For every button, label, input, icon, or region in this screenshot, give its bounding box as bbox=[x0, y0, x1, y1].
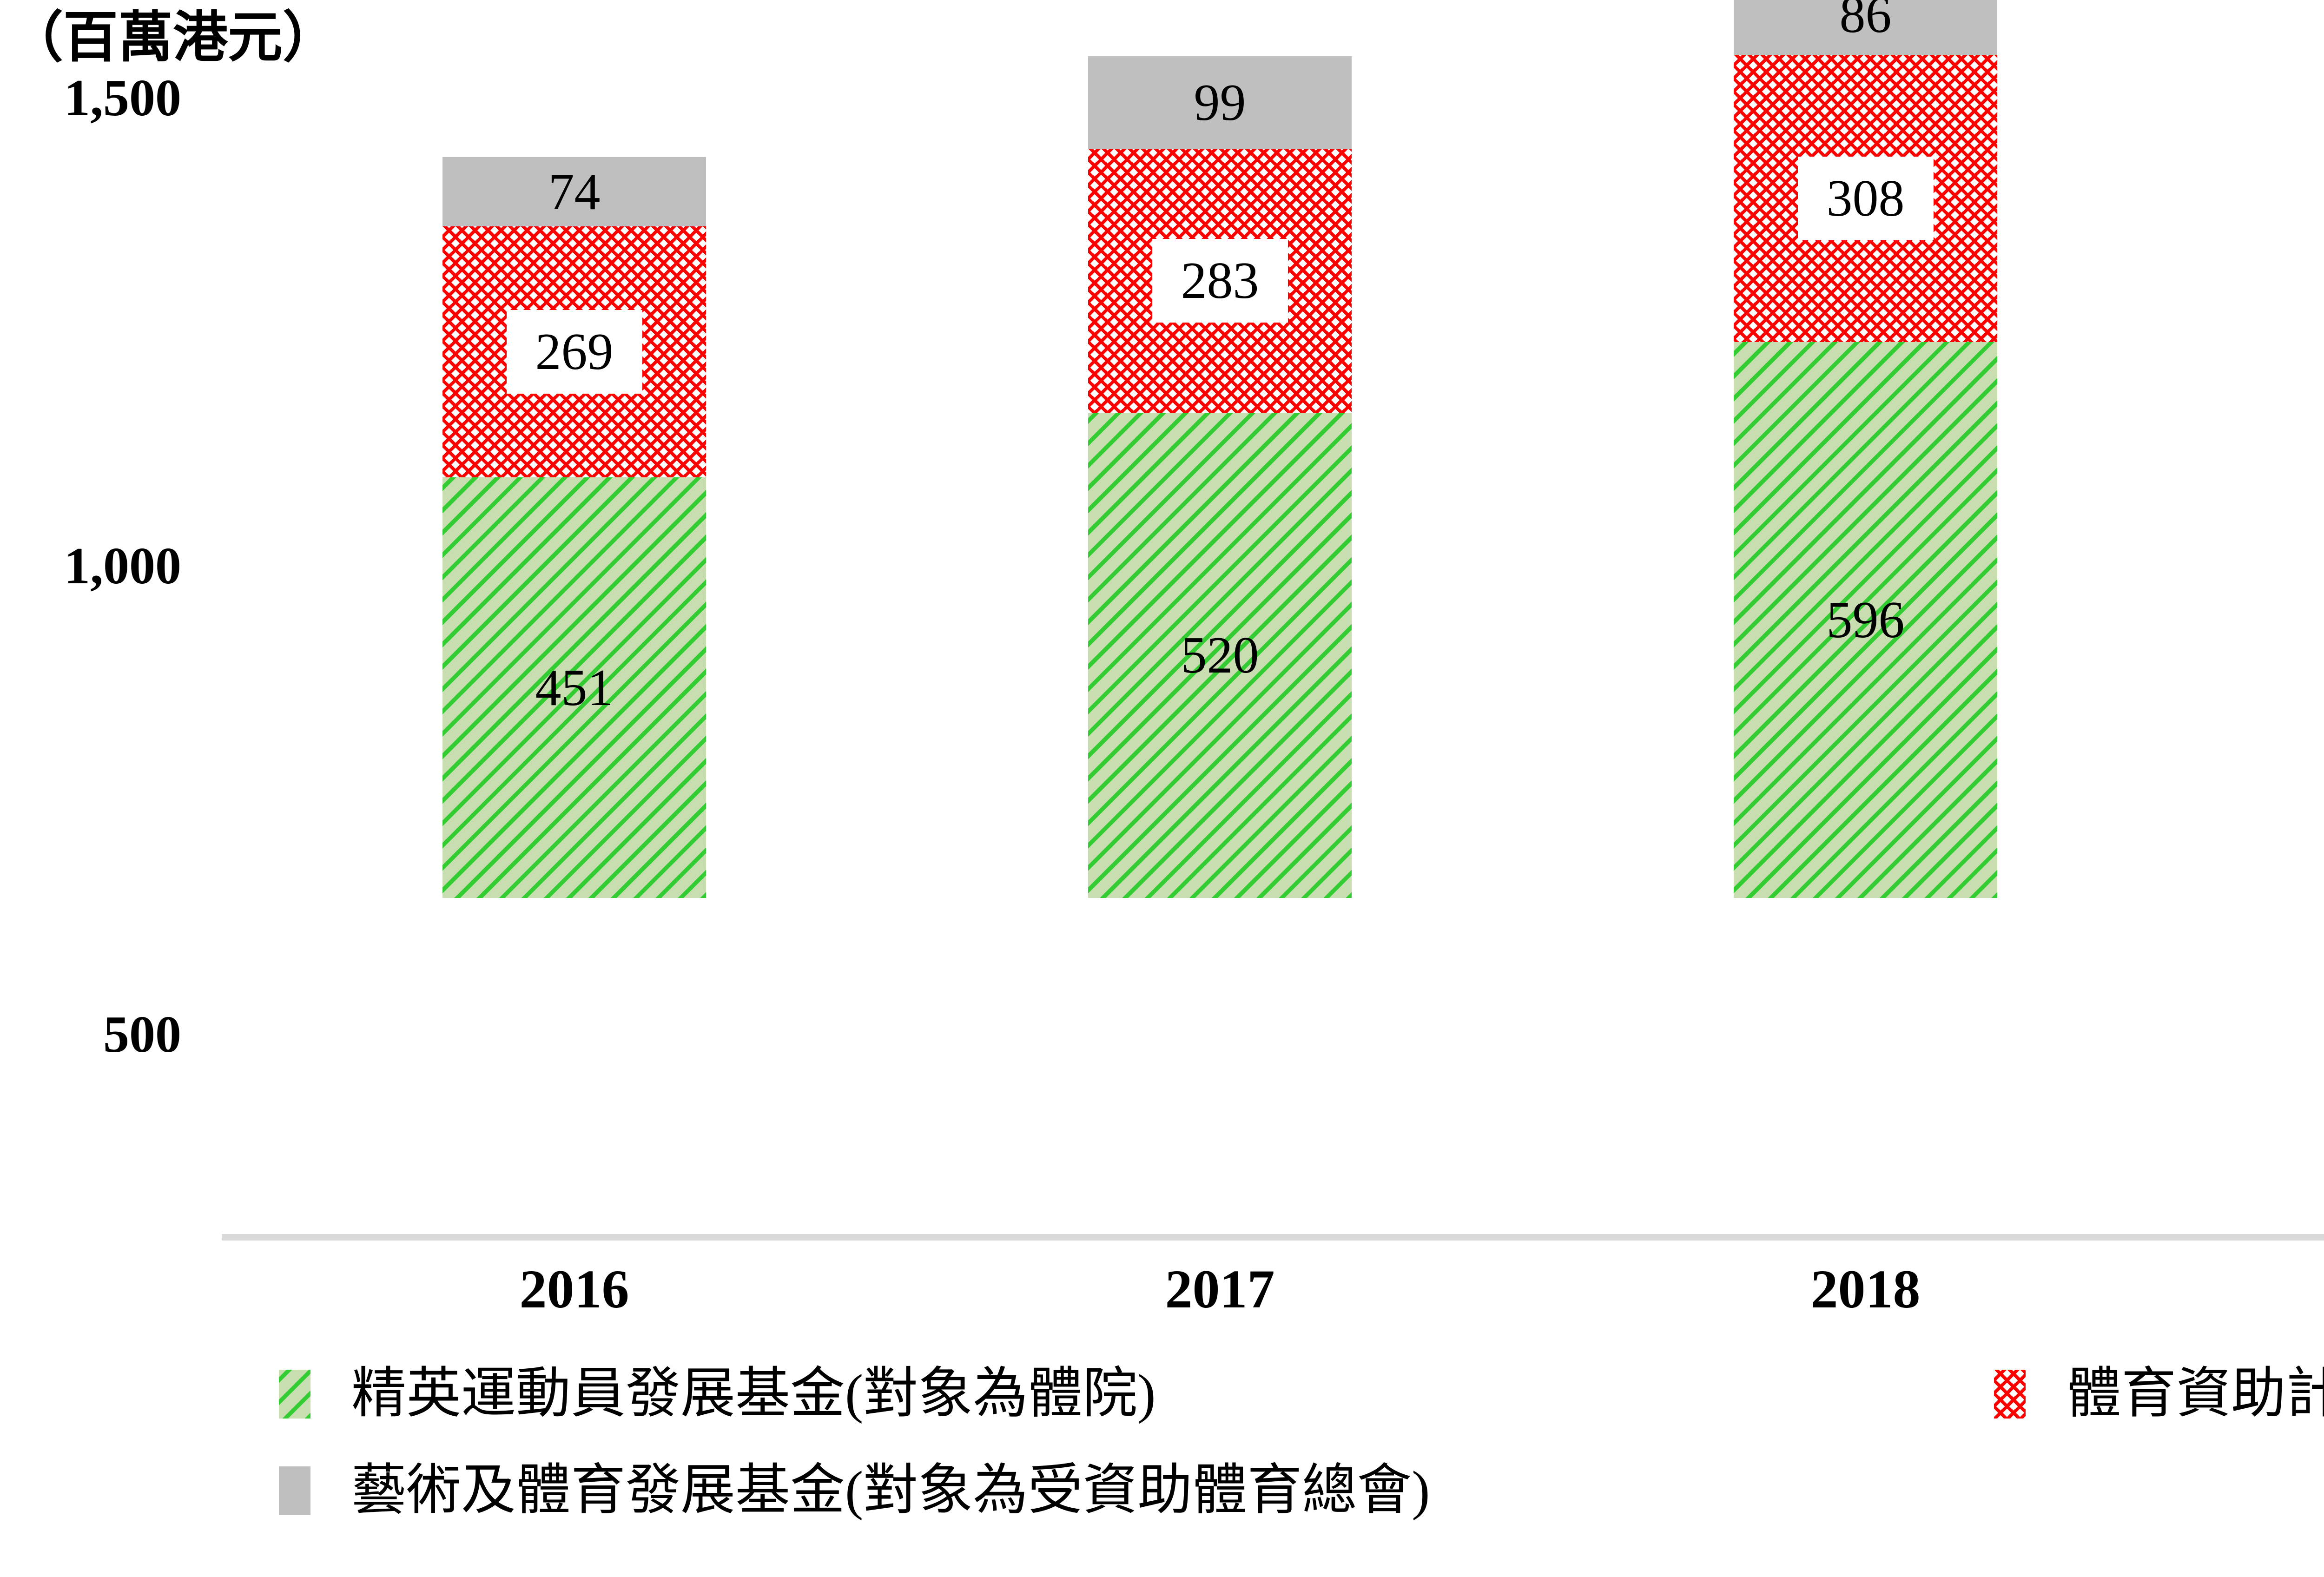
bar-segment-gray-2017[interactable]: 99 bbox=[1088, 56, 1352, 149]
bar-segment-red-2017[interactable]: 283 bbox=[1088, 149, 1352, 413]
legend-label-elite-athletes-fund: 精英運動員發展基金(對象為體院) bbox=[351, 1363, 1156, 1424]
bar-group-2016[interactable]: 74 269 451 bbox=[442, 157, 706, 898]
x-axis-line bbox=[222, 1234, 2324, 1240]
bar-value-gray-2017: 99 bbox=[1194, 73, 1246, 132]
legend-label-sports-subvention-scheme: 體育資助計劃(對象為受資助體育總會) bbox=[2067, 1363, 2324, 1424]
bar-segment-green-2017[interactable]: 520 bbox=[1088, 413, 1352, 898]
bar-group-2017[interactable]: 99 283 520 bbox=[1088, 56, 1352, 898]
bar-segment-gray-2016[interactable]: 74 bbox=[442, 157, 706, 226]
legend-item-sports-subvention-scheme[interactable]: 體育資助計劃(對象為受資助體育總會) bbox=[1994, 1366, 2324, 1421]
axis-unit-title: （百萬港元） bbox=[8, 7, 338, 68]
bar-segment-red-2018[interactable]: 308 bbox=[1734, 55, 1997, 342]
chart-legend: 精英運動員發展基金(對象為體院) 體育資助計劃(對象為受資助體育總會) 藝術及體… bbox=[0, 1362, 2324, 1562]
bar-value-gray-2016: 74 bbox=[548, 163, 601, 221]
bar-segment-gray-2018[interactable]: 86 bbox=[1734, 0, 1997, 55]
red-zigzag-swatch-icon bbox=[1994, 1369, 2026, 1419]
bar-value-green-2016: 451 bbox=[535, 659, 614, 717]
bar-segment-green-2016[interactable]: 451 bbox=[442, 477, 706, 898]
bar-segment-green-2018[interactable]: 596 bbox=[1734, 342, 1997, 898]
bar-value-red-2018: 308 bbox=[1797, 157, 1934, 240]
green-hatch-swatch-icon bbox=[279, 1369, 310, 1419]
bar-group-2018[interactable]: 86 308 596 bbox=[1734, 0, 1997, 898]
x-tick-label-2017: 2017 bbox=[1165, 1259, 1275, 1320]
bar-value-red-2017: 283 bbox=[1152, 239, 1288, 323]
y-tick-label-1500: 1,500 bbox=[64, 69, 181, 127]
plot-area: 74 269 451 99 283 520 86 bbox=[222, 0, 2324, 1240]
bar-value-green-2017: 520 bbox=[1181, 627, 1259, 684]
bar-value-red-2016: 269 bbox=[506, 310, 642, 394]
bar-segment-red-2016[interactable]: 269 bbox=[442, 226, 706, 477]
x-tick-label-2018: 2018 bbox=[1810, 1259, 1921, 1320]
legend-label-arts-sport-development-fund: 藝術及體育發展基金(對象為受資助體育總會) bbox=[351, 1460, 1430, 1521]
y-tick-label-1000: 1,000 bbox=[64, 537, 181, 595]
bar-value-gray-2018: 86 bbox=[1839, 0, 1892, 44]
x-tick-label-2016: 2016 bbox=[519, 1259, 629, 1320]
legend-item-elite-athletes-fund[interactable]: 精英運動員發展基金(對象為體院) bbox=[279, 1366, 1156, 1421]
legend-item-arts-sport-development-fund[interactable]: 藝術及體育發展基金(對象為受資助體育總會) bbox=[279, 1463, 1430, 1518]
gray-solid-swatch-icon bbox=[279, 1466, 310, 1515]
y-tick-label-500: 500 bbox=[103, 1006, 181, 1063]
bar-value-green-2018: 596 bbox=[1826, 591, 1905, 649]
